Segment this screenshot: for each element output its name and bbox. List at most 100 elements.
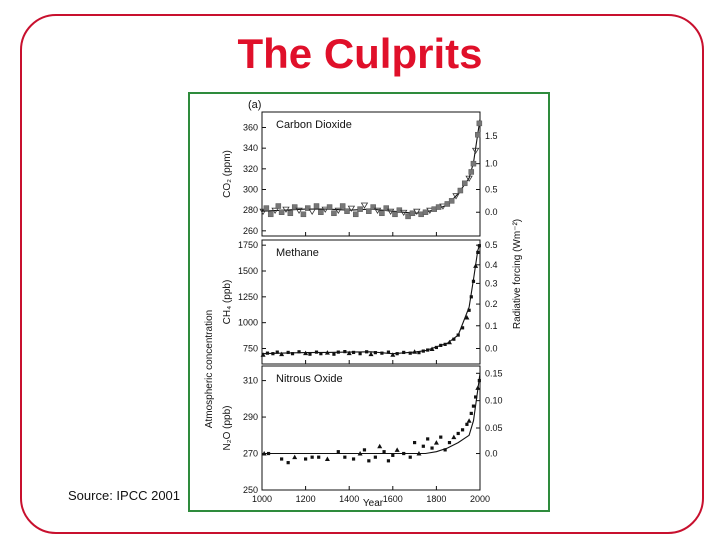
data-point-ch4-24: [390, 352, 396, 357]
data-point-co2-47: [461, 180, 468, 187]
data-point-ch4-26: [402, 350, 406, 355]
data-point-ch4-6: [290, 352, 295, 356]
y-tick-label-co2-320: 320: [243, 164, 258, 174]
data-point-ch4-12: [324, 350, 330, 355]
data-point-co2-17: [331, 210, 337, 217]
y-tick-label-n2o-270: 270: [243, 449, 258, 459]
data-point-co2-30: [386, 208, 395, 215]
data-point-n2o-10: [343, 455, 347, 459]
data-point-co2-31: [392, 211, 398, 218]
data-point-ch4-36: [446, 339, 452, 345]
x-tick-label-1000: 1000: [252, 494, 272, 504]
data-point-n2o-40: [475, 385, 481, 390]
data-point-ch4-39: [460, 326, 465, 330]
source-caption: Source: IPCC 2001: [68, 488, 181, 503]
data-point-ch4-2: [271, 352, 275, 356]
panel-label-co2: Carbon Dioxide: [276, 119, 352, 131]
data-point-co2-1: [263, 205, 270, 211]
series-line-n2o: [262, 373, 481, 455]
y-tick-label-n2o-310: 310: [243, 376, 258, 386]
data-point-co2-35: [409, 210, 416, 217]
right-tick-label-ch4-3: 0.3: [485, 278, 498, 288]
data-point-co2-23: [357, 206, 363, 212]
panel-co2: Carbon Dioxide CO₂ (ppm) 260 280 300 320 340 36…: [222, 111, 498, 237]
data-point-ch4-9: [308, 352, 312, 356]
data-point-co2-29: [383, 205, 390, 211]
right-tick-label-ch4-1: 0.1: [485, 321, 498, 331]
data-point-co2-7: [287, 210, 294, 217]
data-point-co2-39: [426, 207, 434, 214]
x-tick-label-1600: 1600: [383, 494, 403, 504]
y-tick-label-co2-360: 360: [243, 123, 258, 133]
y-tick-label-co2-300: 300: [243, 185, 258, 195]
data-point-co2-45: [452, 193, 460, 200]
right-tick-label-co2-1: 0.5: [485, 185, 498, 195]
panel-label-ch4: Methane: [276, 247, 319, 259]
data-point-co2-26: [370, 204, 376, 210]
data-point-ch4-5: [286, 350, 290, 355]
data-point-co2-43: [444, 201, 451, 207]
data-point-n2o-35: [465, 422, 469, 426]
y-tick-label-n2o-290: 290: [243, 412, 258, 422]
data-point-ch4-4: [279, 351, 285, 357]
right-tick-label-ch4-2: 0.2: [485, 299, 498, 309]
data-point-ch4-45: [476, 250, 480, 254]
data-point-ch4-44: [473, 263, 479, 268]
data-point-co2-2: [267, 211, 274, 218]
data-point-ch4-25: [395, 352, 399, 356]
data-point-ch4-40: [464, 315, 470, 320]
right-tick-label-n2o-1: 0.05: [485, 423, 503, 433]
data-point-ch4-15: [343, 350, 347, 354]
data-point-ch4-22: [380, 351, 384, 355]
series-line-ch4: [261, 243, 481, 355]
right-tick-label-co2-0: 0.0: [485, 207, 498, 217]
data-point-co2-48: [465, 175, 473, 182]
data-point-co2-18: [334, 207, 343, 214]
data-point-co2-49: [468, 169, 475, 175]
data-point-n2o-28: [433, 440, 439, 445]
panel-label-n2o: Nitrous Oxide: [276, 373, 343, 385]
data-point-co2-9: [295, 207, 303, 214]
right-tick-label-n2o-3: 0.15: [485, 368, 503, 378]
figure-box: (a) Atmospheric concentration Radiative …: [188, 92, 550, 512]
data-point-n2o-31: [447, 440, 452, 445]
data-point-ch4-20: [368, 351, 374, 357]
data-point-n2o-32: [451, 434, 457, 440]
data-point-co2-22: [352, 211, 359, 218]
data-point-co2-20: [344, 208, 350, 214]
data-point-ch4-28: [412, 349, 418, 354]
data-point-n2o-21: [402, 451, 406, 456]
y-axis-label-co2: CO₂ (ppm): [222, 150, 233, 198]
panels-group: Carbon Dioxide CO₂ (ppm) 260 280 300 320 340 36…: [222, 111, 503, 504]
y-tick-label-co2-260: 260: [243, 226, 258, 236]
data-point-n2o-12: [357, 451, 363, 456]
right-tick-label-ch4-5: 0.5: [485, 240, 498, 250]
data-point-n2o-30: [443, 448, 447, 452]
y-tick-label-n2o-250: 250: [243, 485, 258, 495]
left-axis-title: Atmospheric concentration: [204, 310, 215, 428]
data-point-co2-27: [373, 207, 382, 214]
panel-n2o: Nitrous Oxide N₂O (ppb) 250 270 290 310 0.0 0.0…: [222, 365, 503, 495]
data-point-co2-24: [360, 202, 369, 209]
data-point-ch4-34: [439, 343, 443, 347]
y-tick-label-ch4-750: 750: [243, 344, 258, 354]
data-point-ch4-30: [421, 349, 425, 353]
data-point-co2-38: [422, 209, 429, 215]
data-point-co2-34: [405, 213, 411, 220]
data-point-n2o-4: [292, 454, 298, 460]
data-point-n2o-23: [413, 440, 417, 445]
data-point-co2-50: [470, 160, 477, 167]
data-point-ch4-29: [417, 351, 421, 355]
data-point-n2o-16: [377, 443, 383, 449]
data-point-co2-52: [475, 131, 481, 138]
data-point-co2-15: [321, 206, 329, 213]
y-tick-label-co2-280: 280: [243, 205, 258, 215]
data-point-n2o-36: [466, 418, 472, 423]
right-tick-label-ch4-4: 0.4: [485, 260, 498, 270]
data-point-co2-13: [313, 203, 320, 209]
ipcc-concentration-chart: (a) Atmospheric concentration Radiative …: [204, 99, 523, 509]
data-point-ch4-23: [386, 350, 391, 354]
data-point-n2o-11: [351, 457, 356, 461]
data-point-ch4-37: [452, 337, 456, 341]
data-point-n2o-29: [439, 435, 443, 439]
